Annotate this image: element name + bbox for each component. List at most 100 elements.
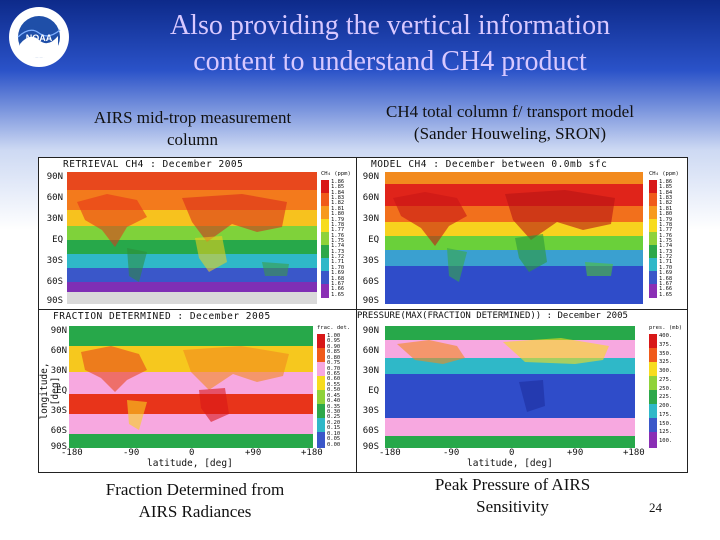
- lat-tick: 60N: [362, 346, 379, 356]
- lon-tick: +90: [245, 448, 262, 458]
- colorbar-tick: 1.86: [659, 179, 673, 185]
- caption-top-right: CH4 total column f/ transport model (San…: [386, 102, 634, 143]
- lon-tick: -180: [379, 448, 401, 458]
- colorbar-tick: 250.: [659, 385, 673, 392]
- x-axis-label: latitude, [deg]: [147, 458, 233, 469]
- colorbar-tick: 0.45: [327, 392, 341, 399]
- x-axis-label: latitude, [deg]: [467, 458, 553, 469]
- colorbar-tick: 1.74: [659, 243, 673, 250]
- colorbar-tick: 1.66: [659, 286, 673, 293]
- map-model: [385, 172, 643, 304]
- colorbar-unit: frac. det.: [317, 325, 351, 331]
- colorbar-tick: 1.72: [659, 254, 673, 261]
- panel-title: RETRIEVAL CH4 : December 2005: [63, 159, 244, 170]
- colorbar-tick: 1.78: [659, 221, 673, 228]
- colorbar-tick: 1.83: [331, 195, 345, 202]
- colorbar-model: [649, 180, 657, 298]
- panel-title: MODEL CH4 : December between 0.0mb sfc: [371, 159, 608, 170]
- panel-model-ch4: MODEL CH4 : December between 0.0mb sfc 9…: [356, 157, 688, 311]
- colorbar-tick: 225.: [659, 394, 673, 401]
- lon-tick: 0: [189, 448, 195, 458]
- colorbar-tick: 1.80: [659, 211, 673, 218]
- colorbar-tick: 125.: [659, 429, 673, 436]
- lon-tick: -90: [123, 448, 140, 458]
- colorbar-tick: 1.84: [331, 189, 345, 196]
- lat-tick: 90N: [50, 326, 67, 336]
- colorbar-tick: 0.30: [327, 409, 341, 415]
- colorbar-tick: 1.73: [331, 248, 345, 255]
- colorbar-tick: 275.: [659, 376, 673, 383]
- colorbar-tick: 1.65: [659, 291, 673, 298]
- colorbar-tick: 1.71: [659, 259, 673, 266]
- colorbar-tick: 0.00: [327, 441, 341, 448]
- lat-tick: 60S: [46, 277, 63, 287]
- colorbar-tick: 0.85: [327, 349, 341, 356]
- colorbar-tick: 1.75: [659, 238, 673, 244]
- colorbar-tick: 0.40: [327, 398, 341, 405]
- lat-tick: EQ: [52, 235, 63, 245]
- colorbar-unit: CH₄ (ppm): [321, 171, 351, 177]
- lat-tick: 30S: [362, 256, 379, 266]
- colorbar-tick: 1.69: [331, 270, 345, 277]
- colorbar-tick: 1.77: [331, 227, 345, 234]
- colorbar-retrieval: [321, 180, 329, 298]
- lon-tick: +90: [567, 448, 584, 458]
- colorbar-tick: 1.83: [659, 195, 673, 202]
- lat-tick: 30N: [46, 214, 63, 224]
- colorbar-tick: 0.25: [327, 414, 341, 421]
- lat-tick: 30N: [50, 366, 67, 376]
- colorbar-tick: 0.95: [327, 338, 341, 345]
- colorbar-tick: 0.50: [327, 387, 341, 394]
- colorbar-tick: 1.68: [659, 275, 673, 282]
- colorbar-tick: 1.81: [331, 205, 345, 212]
- lon-tick: -90: [443, 448, 460, 458]
- colorbar-tick: 0.65: [327, 371, 341, 377]
- panel-title: PRESSURE(MAX(FRACTION DETERMINED)) : Dec…: [357, 311, 628, 321]
- panel-fraction-determined: FRACTION DETERMINED : December 2005 long…: [38, 309, 358, 473]
- colorbar-tick: 175.: [659, 411, 673, 418]
- colorbar-tick: 1.71: [331, 259, 345, 266]
- noaa-logo: NOAA: [9, 7, 69, 67]
- lon-tick: +180: [301, 448, 323, 458]
- colorbar-pressure: [649, 334, 657, 448]
- colorbar-tick: 1.74: [331, 243, 345, 250]
- colorbar-fraction: [317, 334, 325, 448]
- lat-tick: EQ: [56, 386, 67, 396]
- colorbar-tick: 0.90: [327, 343, 341, 350]
- colorbar-tick: 1.86: [331, 179, 345, 185]
- lat-tick: 30N: [362, 214, 379, 224]
- colorbar-tick: 1.76: [659, 232, 673, 239]
- panel-peak-pressure: PRESSURE(MAX(FRACTION DETERMINED)) : Dec…: [356, 309, 688, 473]
- lat-tick: 90N: [362, 172, 379, 182]
- lat-tick: 30S: [50, 406, 67, 416]
- title-line-1: Also providing the vertical information: [169, 10, 611, 41]
- lat-tick: 60S: [50, 426, 67, 436]
- colorbar-tick: 1.78: [331, 221, 345, 228]
- colorbar-tick: 1.79: [659, 216, 673, 223]
- colorbar-tick: 1.82: [331, 200, 345, 207]
- colorbar-tick: 1.70: [659, 264, 673, 271]
- colorbar-unit: pres. (mb): [649, 325, 683, 331]
- svg-text:NOAA: NOAA: [26, 33, 53, 43]
- colorbar-tick: 100.: [659, 438, 673, 445]
- colorbar-tick: 1.84: [659, 189, 673, 196]
- colorbar-tick: 0.80: [327, 354, 341, 361]
- colorbar-tick: 0.05: [327, 436, 341, 443]
- lat-tick: 90N: [46, 172, 63, 182]
- colorbar-tick: 1.80: [331, 211, 345, 218]
- colorbar-scale: 1.00 0.95 0.90 0.85 0.80 0.75 0.70 0.65 0.60 0.55…: [327, 333, 355, 448]
- colorbar-tick: 0.15: [327, 425, 341, 432]
- colorbar-tick: 0.60: [327, 376, 341, 383]
- lon-tick: +180: [623, 448, 645, 458]
- slide-title: Also providing the vertical information …: [80, 8, 700, 80]
- page-number: 24: [649, 500, 662, 515]
- colorbar-tick: 1.69: [659, 270, 673, 277]
- colorbar-tick: 1.85: [659, 184, 673, 191]
- title-line-2: content to understand CH4 product: [193, 46, 587, 77]
- lon-tick: -180: [61, 448, 83, 458]
- colorbar-tick: 0.35: [327, 403, 341, 410]
- lat-tick: 60S: [362, 426, 379, 436]
- colorbar-tick: 1.67: [659, 280, 673, 287]
- map-retrieval: [67, 172, 317, 304]
- colorbar-tick: 1.77: [659, 227, 673, 234]
